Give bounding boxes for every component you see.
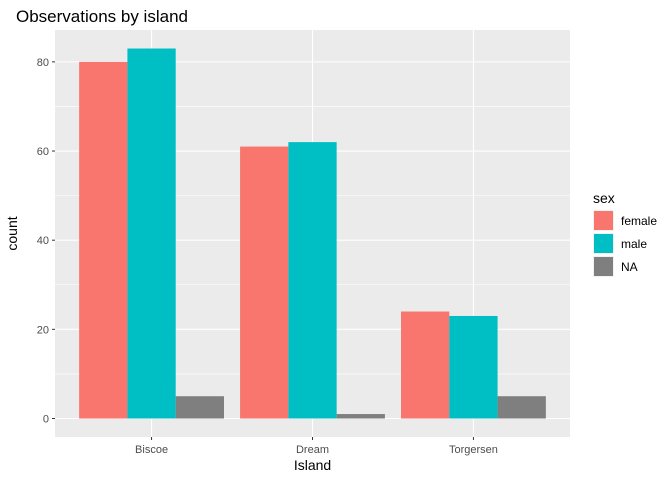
x-axis-label: Island bbox=[294, 457, 331, 473]
y-tick-label: 0 bbox=[43, 414, 49, 426]
bar bbox=[401, 311, 450, 419]
x-axis: Biscoe Dream Torgersen bbox=[135, 437, 498, 456]
y-tick-label: 20 bbox=[37, 324, 49, 336]
y-tick-label: 40 bbox=[37, 235, 49, 247]
bars-group bbox=[79, 48, 546, 419]
bar bbox=[449, 315, 498, 419]
legend-title: sex bbox=[593, 190, 615, 206]
legend-swatch bbox=[594, 234, 613, 253]
y-tick-label: 80 bbox=[37, 57, 49, 69]
legend-swatch bbox=[594, 211, 613, 230]
bar bbox=[240, 146, 289, 419]
bar bbox=[288, 142, 337, 419]
bar bbox=[336, 414, 385, 419]
legend-label: NA bbox=[621, 260, 638, 274]
legend-swatch bbox=[594, 257, 613, 276]
y-axis: 0 20 40 60 80 bbox=[37, 57, 55, 426]
legend-label: male bbox=[621, 237, 647, 251]
x-tick-label: Biscoe bbox=[135, 444, 168, 456]
legend: sex female male NA bbox=[593, 190, 657, 277]
bar bbox=[79, 61, 128, 419]
bar bbox=[497, 396, 546, 419]
legend-label: female bbox=[621, 214, 657, 228]
bar bbox=[127, 48, 176, 419]
y-tick-label: 60 bbox=[37, 146, 49, 158]
chart-title: Observations by island bbox=[16, 7, 188, 26]
x-tick-label: Dream bbox=[296, 444, 329, 456]
x-tick-label: Torgersen bbox=[449, 444, 498, 456]
y-axis-label: count bbox=[4, 216, 20, 250]
bar bbox=[175, 396, 224, 419]
